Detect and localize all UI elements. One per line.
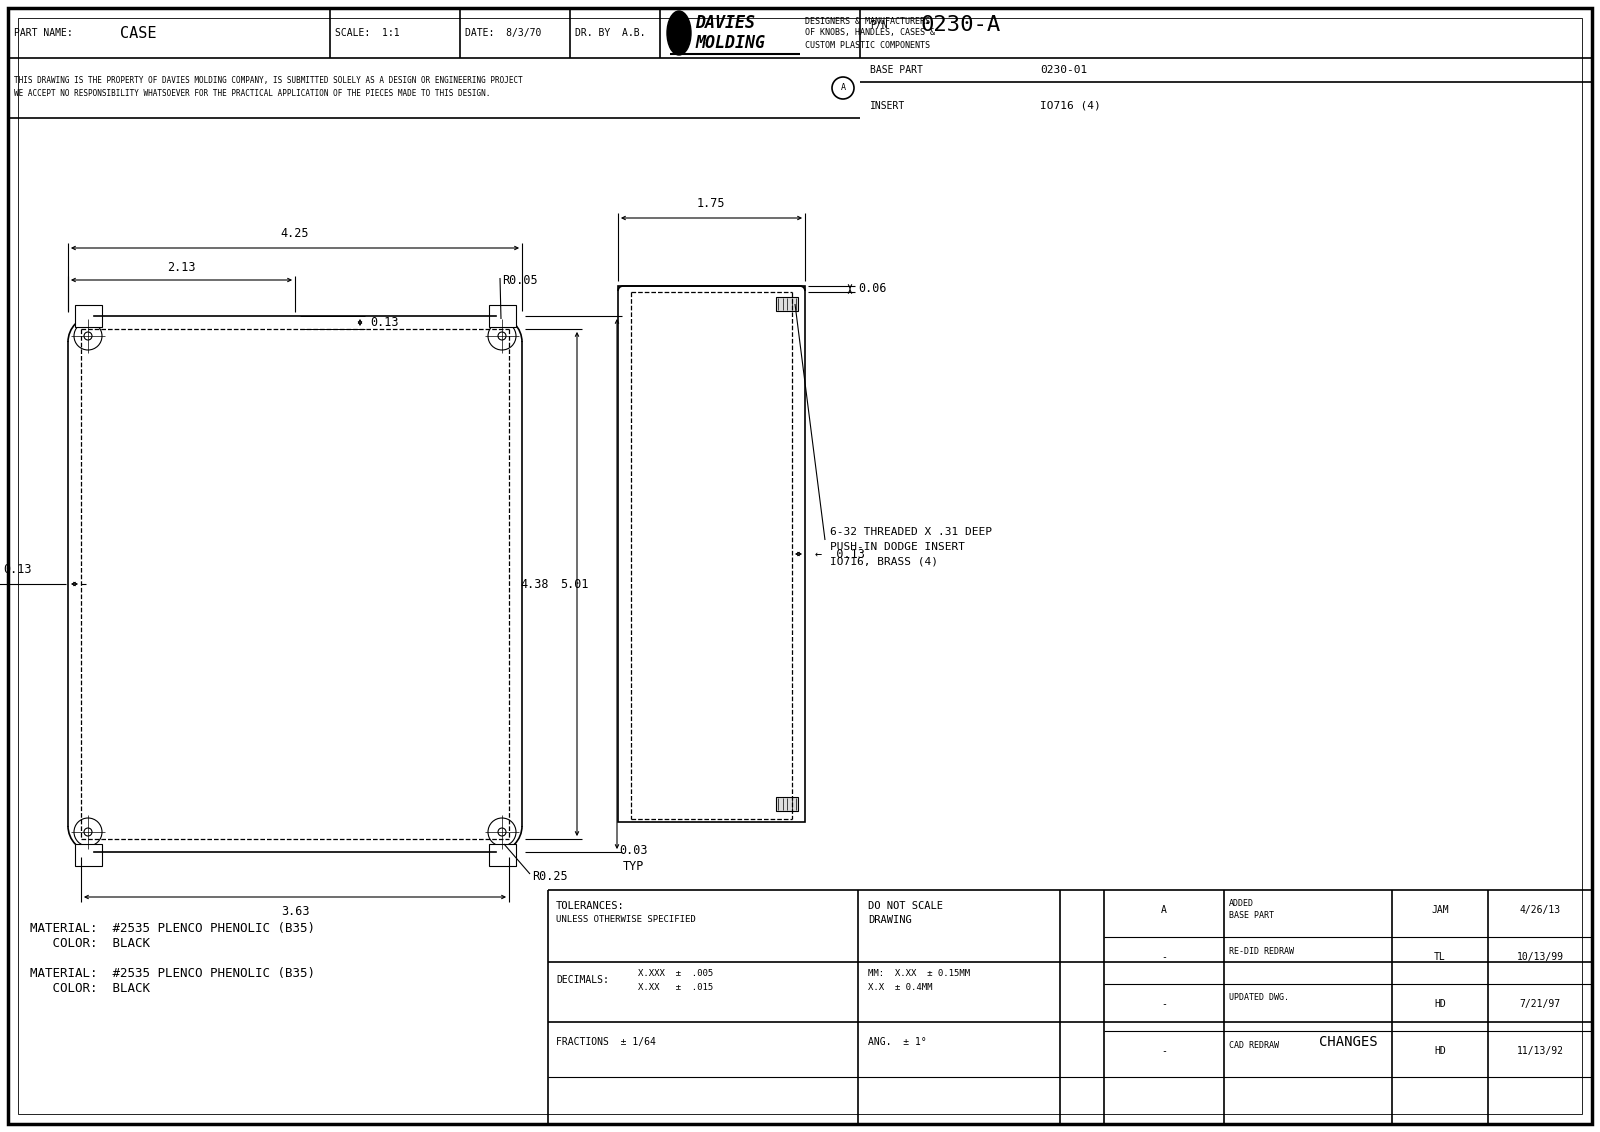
Bar — [75, 305, 102, 327]
Text: ←  0.13: ← 0.13 — [814, 548, 866, 560]
Text: MATERIAL:  #2535 PLENCO PHENOLIC (B35)
   COLOR:  BLACK: MATERIAL: #2535 PLENCO PHENOLIC (B35) CO… — [30, 921, 315, 950]
Text: ANG.  ± 1°: ANG. ± 1° — [867, 1037, 926, 1047]
Bar — [618, 286, 805, 822]
Text: UPDATED DWG.: UPDATED DWG. — [1229, 994, 1290, 1003]
Text: 5.01: 5.01 — [560, 577, 589, 591]
Text: WE ACCEPT NO RESPONSIBILITY WHATSOEVER FOR THE PRACTICAL APPLICATION OF THE PIEC: WE ACCEPT NO RESPONSIBILITY WHATSOEVER F… — [14, 89, 490, 98]
Text: X.XX   ±  .015: X.XX ± .015 — [638, 984, 714, 993]
Text: X.XXX  ±  .005: X.XXX ± .005 — [638, 969, 714, 978]
Text: 2.13: 2.13 — [166, 261, 195, 274]
Text: CUSTOM PLASTIC COMPONENTS: CUSTOM PLASTIC COMPONENTS — [805, 41, 930, 50]
Text: INSERT: INSERT — [870, 101, 906, 111]
Text: THIS DRAWING IS THE PROPERTY OF DAVIES MOLDING COMPANY, IS SUBMITTED SOLELY AS A: THIS DRAWING IS THE PROPERTY OF DAVIES M… — [14, 76, 523, 85]
Text: BASE PART: BASE PART — [870, 65, 923, 75]
Text: TOLERANCES:: TOLERANCES: — [557, 901, 624, 911]
Text: 3.63: 3.63 — [280, 904, 309, 918]
Text: FRACTIONS  ± 1/64: FRACTIONS ± 1/64 — [557, 1037, 656, 1047]
Text: MOLDING: MOLDING — [694, 34, 765, 52]
Text: A: A — [840, 84, 845, 93]
Text: X.X  ± 0.4MM: X.X ± 0.4MM — [867, 984, 933, 993]
Text: 10/13/99: 10/13/99 — [1517, 952, 1563, 962]
Text: MM:  X.XX  ± 0.15MM: MM: X.XX ± 0.15MM — [867, 969, 970, 978]
Text: 4.38: 4.38 — [520, 577, 549, 591]
Text: BASE PART: BASE PART — [1229, 911, 1274, 920]
Bar — [776, 297, 798, 311]
Text: ADDED: ADDED — [1229, 900, 1254, 909]
Text: OF KNOBS, HANDLES, CASES &: OF KNOBS, HANDLES, CASES & — [805, 28, 934, 37]
Text: 0.13: 0.13 — [3, 563, 32, 576]
Text: CHANGES: CHANGES — [1318, 1035, 1378, 1049]
Text: SCALE:  1:1: SCALE: 1:1 — [334, 28, 400, 38]
Text: DAVIES: DAVIES — [694, 14, 755, 32]
Text: 0.03: 0.03 — [619, 843, 648, 857]
Text: 4.25: 4.25 — [280, 228, 309, 240]
Text: PUSH-IN DODGE INSERT: PUSH-IN DODGE INSERT — [830, 542, 965, 552]
Text: TYP: TYP — [622, 859, 643, 873]
Text: DESIGNERS & MANUFACTURERS: DESIGNERS & MANUFACTURERS — [805, 17, 930, 26]
Text: CAD REDRAW: CAD REDRAW — [1229, 1040, 1278, 1049]
Text: DR. BY  A.B.: DR. BY A.B. — [574, 28, 645, 38]
Text: -: - — [1162, 1046, 1166, 1056]
Text: 0.13: 0.13 — [370, 317, 398, 329]
Text: -: - — [1162, 952, 1166, 962]
Bar — [490, 305, 515, 327]
Text: 1.75: 1.75 — [696, 197, 725, 211]
Text: UNLESS OTHERWISE SPECIFIED: UNLESS OTHERWISE SPECIFIED — [557, 916, 696, 925]
Text: 7/21/97: 7/21/97 — [1520, 1000, 1560, 1009]
Text: 0.06: 0.06 — [858, 283, 886, 295]
Bar — [490, 844, 515, 866]
Text: DECIMALS:: DECIMALS: — [557, 975, 610, 985]
Text: 0230-A: 0230-A — [920, 15, 1000, 35]
Text: 4/26/13: 4/26/13 — [1520, 904, 1560, 915]
Text: CASE: CASE — [120, 26, 157, 41]
Bar — [776, 797, 798, 811]
Text: TL: TL — [1434, 952, 1446, 962]
Text: DATE:  8/3/70: DATE: 8/3/70 — [466, 28, 541, 38]
Text: P/N: P/N — [870, 20, 888, 31]
Text: 6-32 THREADED X .31 DEEP: 6-32 THREADED X .31 DEEP — [830, 528, 992, 537]
Bar — [75, 844, 102, 866]
Text: A: A — [1162, 904, 1166, 915]
Text: -: - — [1162, 1000, 1166, 1009]
Ellipse shape — [667, 11, 691, 55]
Text: DO NOT SCALE: DO NOT SCALE — [867, 901, 942, 911]
Text: JAM: JAM — [1430, 904, 1450, 915]
Text: 0230-01: 0230-01 — [1040, 65, 1088, 75]
Text: IO716, BRASS (4): IO716, BRASS (4) — [830, 557, 938, 567]
Text: MATERIAL:  #2535 PLENCO PHENOLIC (B35)
   COLOR:  BLACK: MATERIAL: #2535 PLENCO PHENOLIC (B35) CO… — [30, 967, 315, 995]
Text: PART NAME:: PART NAME: — [14, 28, 72, 38]
Text: 11/13/92: 11/13/92 — [1517, 1046, 1563, 1056]
Text: HD: HD — [1434, 1046, 1446, 1056]
Text: HD: HD — [1434, 1000, 1446, 1009]
Text: RE-DID REDRAW: RE-DID REDRAW — [1229, 946, 1294, 955]
Text: DRAWING: DRAWING — [867, 915, 912, 925]
Text: R0.05: R0.05 — [502, 274, 538, 286]
Text: R0.25: R0.25 — [531, 871, 568, 883]
Text: IO716 (4): IO716 (4) — [1040, 101, 1101, 111]
